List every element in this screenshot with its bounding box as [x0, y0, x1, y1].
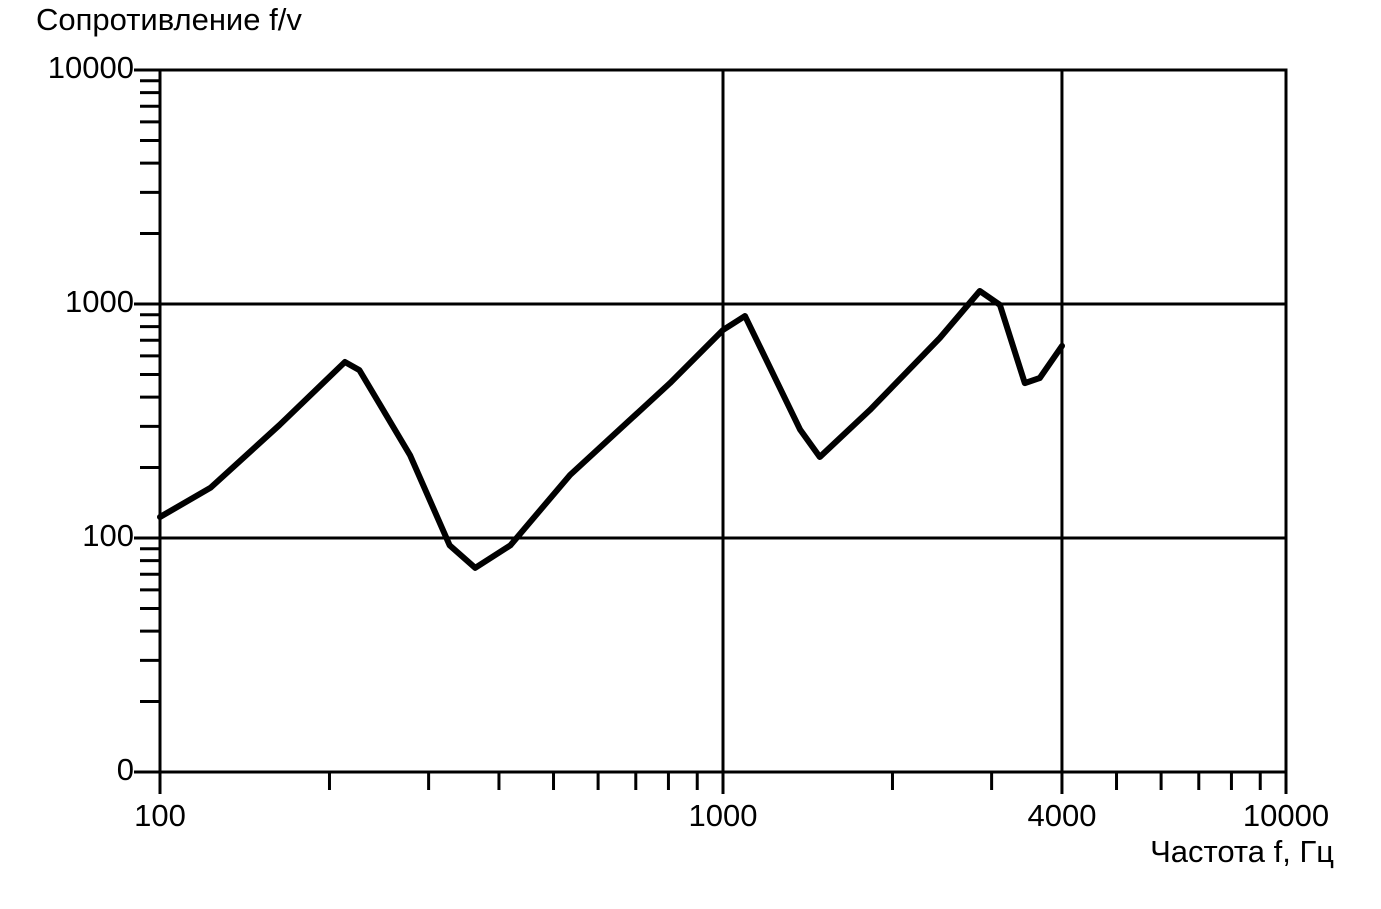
data-line: [157, 288, 1065, 571]
plot-frame: [158, 68, 1288, 774]
x-tick-label: 10000: [1243, 798, 1329, 833]
x-tick-label: 100: [134, 798, 186, 833]
x-tick-label: 4000: [1027, 798, 1096, 833]
y-tick-label: 10000: [48, 50, 134, 85]
y-tick-label: 1000: [65, 284, 134, 319]
y-tick-label: 100: [82, 518, 134, 553]
y-tick-label: 0: [117, 752, 134, 787]
chart-title: Сопротивление f/v: [36, 2, 302, 37]
x-tick-label: 1000: [689, 798, 758, 833]
x-axis-label: Частота f, Гц: [1150, 834, 1334, 869]
